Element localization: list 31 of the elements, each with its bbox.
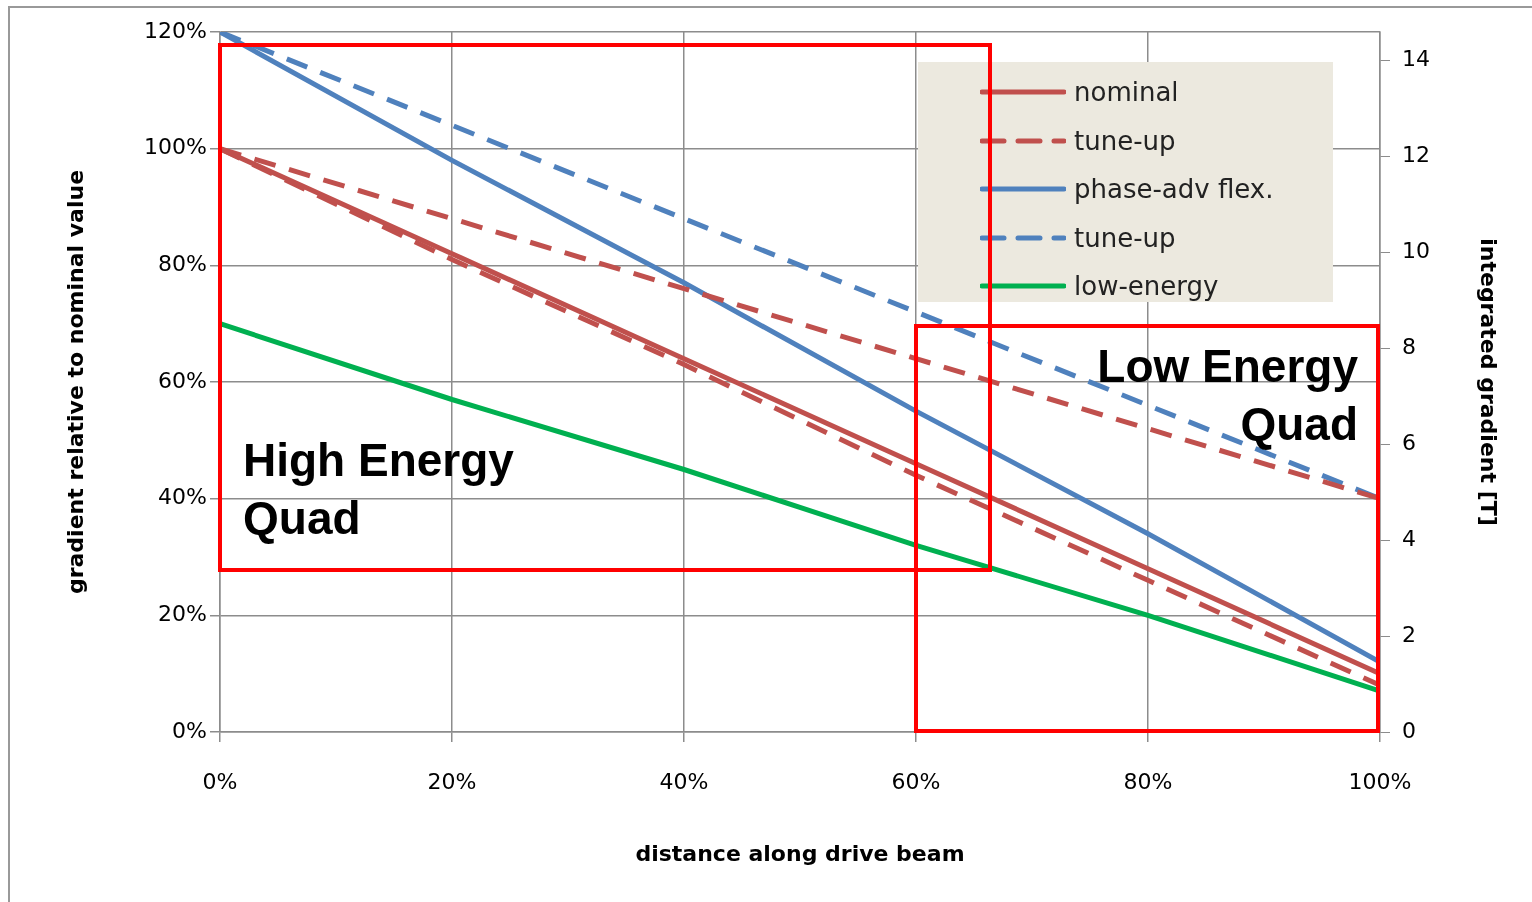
y-tick-label: 0% [172, 717, 207, 743]
y-tick-label: 60% [158, 367, 207, 393]
x-tick-label: 100% [1348, 768, 1412, 794]
x-tick-label: 40% [659, 768, 709, 794]
y-tick-label: 80% [158, 251, 207, 277]
annotation: High Energy Quad [243, 433, 515, 546]
legend-label: tune-up [1074, 125, 1176, 156]
legend-label: nominal [1074, 77, 1179, 108]
y-axis-title: gradient relative to nominal value [62, 169, 88, 595]
legend-label: low-energy [1074, 271, 1219, 302]
y2-tick-label: 12 [1402, 142, 1430, 168]
y-tick-label: 120% [144, 17, 207, 43]
y2-tick-label: 8 [1402, 334, 1416, 360]
y2-tick-label: 14 [1402, 46, 1430, 72]
x-tick-label: 60% [891, 768, 941, 794]
legend-label: tune-up [1074, 222, 1176, 253]
x-tick-label: 20% [427, 768, 477, 794]
y-tick-label: 100% [144, 134, 207, 160]
annotation: Low Energy Quad [1096, 339, 1358, 452]
y2-tick-label: 6 [1402, 430, 1416, 456]
y-tick-label: 20% [158, 601, 207, 627]
y2-tick-label: 2 [1402, 621, 1416, 647]
y2-tick-label: 10 [1402, 238, 1430, 264]
x-tick-label: 80% [1123, 768, 1173, 794]
x-tick-label: 0% [202, 768, 238, 794]
x-axis-title: distance along drive beam [635, 840, 965, 866]
legend-label: phase-adv flex. [1074, 174, 1274, 205]
y2-axis-title: integrated gradient [T] [1476, 238, 1502, 526]
y2-tick-label: 4 [1402, 525, 1416, 551]
y-tick-label: 40% [158, 484, 207, 510]
y2-tick-label: 0 [1402, 717, 1416, 743]
